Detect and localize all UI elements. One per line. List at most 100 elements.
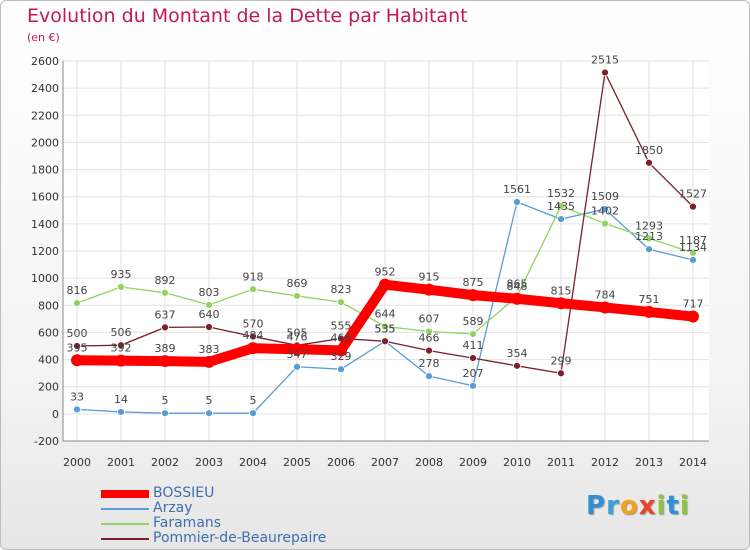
- data-label: 1561: [503, 183, 531, 196]
- y-tick-label: 0: [52, 408, 59, 421]
- data-label: 476: [287, 330, 308, 343]
- data-point: [249, 409, 257, 418]
- data-label: 803: [199, 286, 220, 299]
- data-point: [73, 299, 81, 308]
- logo-letter: o: [619, 491, 639, 521]
- data-label: 468: [331, 331, 352, 344]
- data-point: [71, 354, 83, 367]
- data-point: [513, 198, 521, 206]
- x-tick-label: 2005: [283, 456, 311, 469]
- data-point: [161, 323, 169, 332]
- data-point: [249, 332, 257, 341]
- data-point: [645, 158, 653, 167]
- legend-swatch: [101, 490, 149, 498]
- data-label: 875: [463, 276, 484, 289]
- data-label: 555: [331, 320, 352, 333]
- data-label: 14: [114, 393, 128, 406]
- data-point: [117, 283, 125, 291]
- y-tick-label: 600: [38, 326, 59, 339]
- data-point: [247, 342, 259, 355]
- data-label: 2515: [591, 54, 619, 67]
- data-point: [73, 405, 81, 414]
- data-label: 644: [375, 307, 396, 320]
- data-point: [161, 409, 169, 418]
- data-point: [423, 283, 435, 296]
- data-point: [601, 68, 609, 77]
- legend-label: BOSSIEU: [153, 485, 215, 501]
- data-label: 915: [419, 271, 440, 284]
- data-point: [469, 354, 477, 362]
- y-tick-label: 1800: [31, 164, 59, 177]
- data-point: [601, 219, 609, 228]
- x-tick-label: 2003: [195, 456, 223, 469]
- x-tick-label: 2011: [547, 456, 575, 469]
- data-point: [205, 300, 213, 309]
- data-label: 506: [111, 326, 132, 339]
- x-tick-label: 2013: [635, 456, 663, 469]
- data-label: 1532: [547, 187, 575, 200]
- y-tick-label: 1600: [31, 191, 59, 204]
- data-label: 570: [243, 318, 264, 331]
- data-label: 1402: [591, 205, 619, 218]
- logo-letter: r: [606, 491, 620, 521]
- y-tick-label: 2600: [31, 55, 59, 68]
- data-point: [601, 205, 609, 213]
- data-point: [511, 292, 523, 305]
- y-tick-label: 2000: [31, 136, 59, 149]
- data-label: 395: [67, 341, 88, 354]
- data-label: 848: [507, 280, 528, 293]
- data-point: [293, 292, 301, 300]
- y-tick-label: 1200: [31, 245, 59, 258]
- data-label: 865: [507, 277, 528, 290]
- data-point: [205, 323, 213, 331]
- legend-swatch: [101, 508, 149, 510]
- x-tick-label: 2008: [415, 456, 443, 469]
- data-point: [291, 343, 303, 356]
- data-label: 278: [419, 357, 440, 370]
- data-point: [689, 256, 697, 264]
- data-label: 1187: [679, 234, 707, 247]
- data-label: 535: [375, 322, 396, 335]
- data-point: [205, 409, 213, 418]
- logo-letter: x: [638, 491, 657, 521]
- data-label: 5: [162, 394, 169, 407]
- data-point: [379, 278, 391, 291]
- data-label: 392: [111, 342, 132, 355]
- data-label: 935: [111, 268, 132, 281]
- legend-item: Pommier-de-Beaurepaire: [101, 530, 401, 547]
- chart-legend: BOSSIEU Arzay Faramans Pommier-de-Beaurepai…: [101, 485, 401, 547]
- data-label: 389: [155, 342, 176, 355]
- x-tick-label: 2006: [327, 456, 355, 469]
- y-tick-label: 1000: [31, 272, 59, 285]
- data-point: [687, 310, 699, 323]
- data-point: [117, 341, 125, 350]
- logo-letter: P: [586, 491, 607, 521]
- data-point: [203, 355, 215, 368]
- legend-item: Arzay: [101, 500, 401, 517]
- y-tick-label: 1400: [31, 218, 59, 231]
- data-point: [293, 362, 301, 371]
- data-point: [425, 327, 433, 336]
- data-label: 1435: [547, 200, 575, 213]
- data-label: 640: [199, 308, 220, 321]
- data-label: 869: [287, 277, 308, 290]
- data-point: [161, 288, 169, 297]
- data-point: [249, 285, 257, 294]
- data-label: 505: [287, 326, 308, 339]
- data-point: [469, 330, 477, 338]
- data-label: 1293: [635, 219, 663, 232]
- data-label: 823: [331, 283, 352, 296]
- legend-label: Faramans: [153, 515, 222, 531]
- data-label: 918: [243, 270, 264, 283]
- proxiti-logo: Proxiti: [586, 491, 690, 521]
- data-point: [115, 354, 127, 367]
- data-point: [599, 301, 611, 314]
- data-point: [73, 342, 81, 350]
- data-label: 1850: [635, 144, 663, 157]
- y-tick-label: 200: [38, 381, 59, 394]
- data-label: 5: [250, 394, 257, 407]
- data-label: 500: [67, 327, 88, 340]
- x-tick-label: 2001: [107, 456, 135, 469]
- data-label: 816: [67, 284, 88, 297]
